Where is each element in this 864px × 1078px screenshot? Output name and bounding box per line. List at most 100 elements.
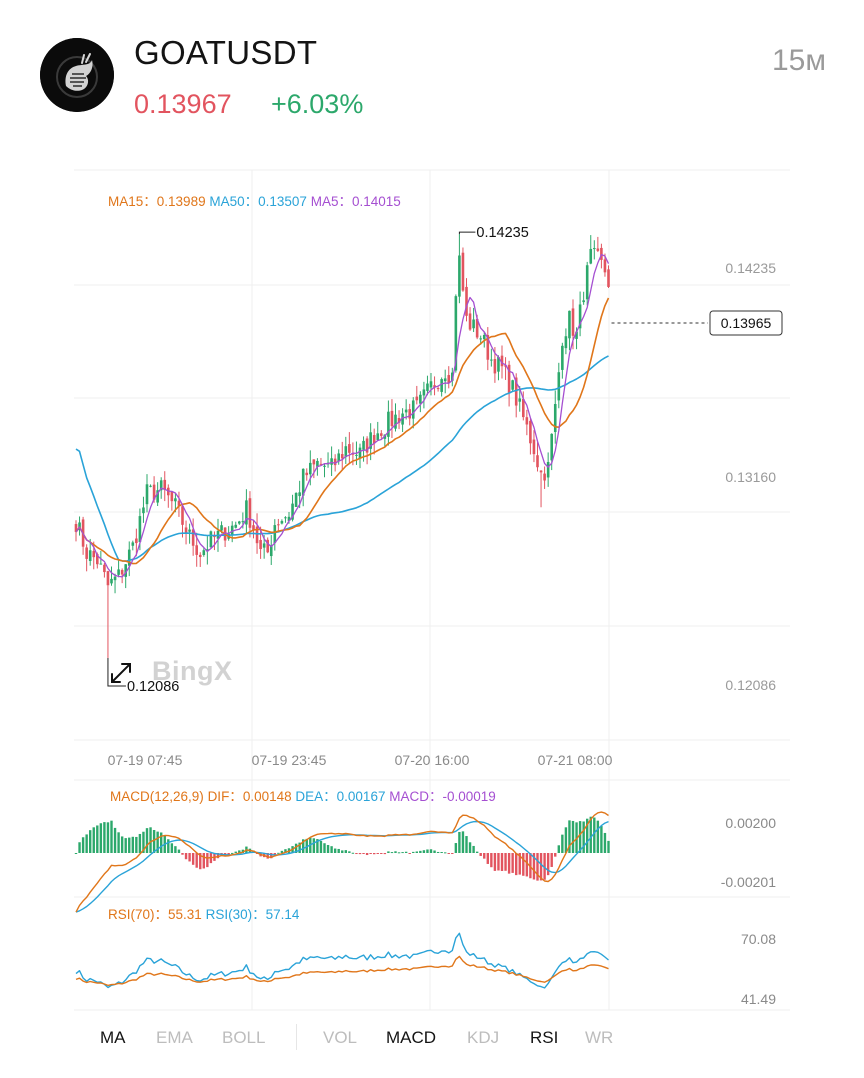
macd-bar (152, 829, 156, 853)
candle (440, 377, 443, 397)
candle-body (198, 554, 202, 558)
candle-body (500, 355, 504, 367)
candle (124, 564, 127, 589)
last-price-marker: 0.13965 (721, 315, 772, 331)
candle (447, 366, 451, 389)
macd-bar (319, 840, 323, 853)
candle-body (106, 571, 110, 586)
candle (277, 518, 280, 533)
macd-bar (103, 822, 106, 853)
candle (280, 519, 284, 525)
rsi-legend: RSI(70)：55.31 RSI(30)：57.14 (108, 903, 299, 923)
macd-bar (156, 831, 159, 853)
indicator-tabs: MA EMA BOLL VOL MACD KDJ RSI WR (74, 1018, 790, 1058)
macd-bar (440, 852, 443, 854)
candle-body (170, 491, 174, 502)
candle (145, 474, 149, 513)
candle-body (479, 338, 482, 340)
tab-ema[interactable]: EMA (156, 1028, 193, 1047)
candle-body (291, 503, 294, 520)
macd-bar (160, 832, 163, 853)
candle-body (277, 524, 280, 526)
candle (177, 491, 181, 517)
candle (468, 307, 472, 331)
candle-body (486, 335, 490, 360)
candle-body (550, 433, 553, 461)
candle-body (309, 462, 312, 475)
tab-rsi[interactable]: RSI (530, 1028, 559, 1047)
macd-bar (302, 839, 305, 853)
candle (294, 492, 298, 507)
candle (273, 519, 277, 551)
tab-vol[interactable]: VOL (323, 1028, 358, 1047)
macd-name: MACD(12,26,9) (110, 789, 204, 804)
candle (305, 468, 309, 481)
macd-bar (238, 850, 241, 853)
candle (191, 518, 195, 556)
macd-bar (333, 848, 337, 853)
tab-ma[interactable]: MA (100, 1028, 126, 1047)
kline-chart[interactable]: 0.14235 0.13160 0.12086 07-19 07:45 07-19 23… (0, 150, 864, 1020)
candle (532, 430, 536, 463)
interval-selector[interactable]: 15м (772, 44, 826, 77)
candle-body (120, 570, 124, 575)
macd-bar (401, 852, 404, 854)
candle-body (110, 578, 113, 584)
candle (553, 390, 557, 444)
dea-label: DEA： (295, 789, 337, 804)
candle (529, 418, 532, 455)
macd-bar (131, 836, 134, 853)
candle-body (92, 551, 96, 558)
candle (561, 342, 564, 379)
candle-body (358, 447, 362, 459)
candle-body (245, 500, 248, 525)
tab-kdj[interactable]: KDJ (467, 1028, 500, 1047)
candle (170, 491, 174, 511)
tab-boll[interactable]: BOLL (222, 1028, 266, 1047)
candle (397, 410, 401, 430)
candle (426, 375, 429, 396)
ma50-value: 0.13507 (258, 194, 307, 209)
macd-bar (234, 851, 237, 853)
candle-body (124, 564, 127, 577)
candle-body (468, 313, 472, 330)
macd-bar (231, 852, 234, 854)
macd-histogram (74, 816, 610, 881)
tab-macd[interactable]: MACD (386, 1028, 437, 1047)
candle (376, 421, 380, 441)
candle (461, 247, 465, 292)
macd-bar (355, 853, 358, 855)
macd-bar (120, 836, 124, 853)
time-axis-label: 07-19 23:45 (252, 752, 327, 768)
macd-bar (397, 852, 401, 854)
price-axis-label: 0.14235 (725, 260, 776, 276)
candle-body (85, 547, 88, 559)
macd-bar (444, 852, 447, 854)
candle (213, 531, 216, 551)
macd-bar (532, 853, 536, 880)
macd-bar (515, 853, 518, 876)
high-price-marker: 0.14235 (476, 225, 528, 241)
macd-bar (522, 853, 525, 876)
candle (490, 348, 493, 367)
macd-bar (571, 820, 575, 853)
candle-body (113, 576, 117, 581)
macd-bar (422, 850, 426, 853)
macd-bar (415, 851, 418, 853)
macd-bar (468, 842, 472, 853)
rsi70-line (75, 955, 609, 987)
macd-bar (167, 839, 170, 853)
macd-bar (85, 834, 88, 853)
candle-body (593, 248, 596, 250)
candle-body (561, 345, 564, 370)
macd-bar (461, 831, 465, 853)
candle (465, 278, 468, 322)
macd-bar (96, 825, 99, 853)
candle (181, 504, 184, 538)
macd-bar (483, 853, 486, 859)
expand-icon-stroke (121, 663, 131, 673)
tab-wr[interactable]: WR (585, 1028, 614, 1047)
expand-icon[interactable] (111, 663, 131, 683)
rsi70-value: 55.31 (168, 907, 202, 922)
macd-bar (543, 853, 546, 880)
